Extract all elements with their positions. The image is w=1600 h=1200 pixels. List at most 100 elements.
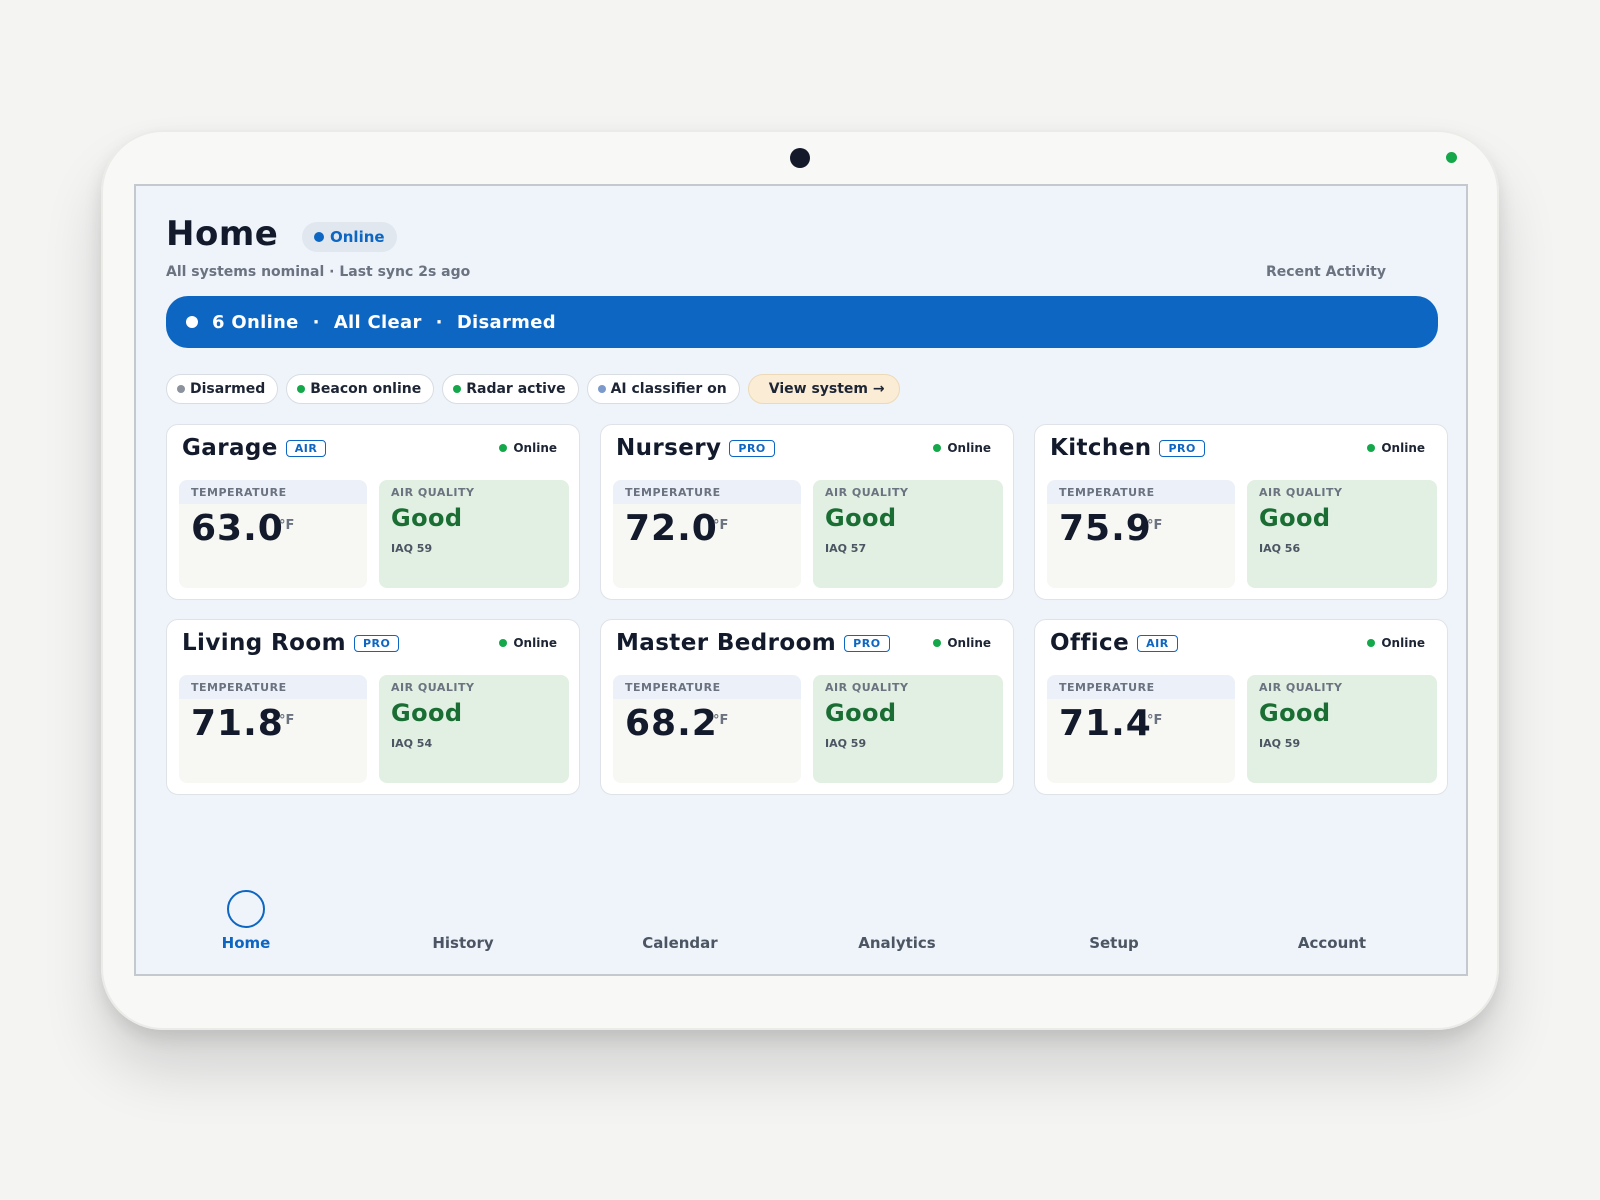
room-status: Online [1367, 636, 1425, 650]
air-quality-label: AIR QUALITY [825, 486, 909, 499]
room-status: Online [933, 441, 991, 455]
temperature-header [1047, 480, 1235, 504]
temperature-unit: °F [1147, 713, 1163, 728]
room-status-label: Online [513, 441, 557, 455]
iaq-value: IAQ 56 [1259, 542, 1301, 555]
nav-label: Home [221, 934, 271, 952]
online-dot-icon [499, 444, 508, 452]
banner-dot-icon [186, 316, 198, 328]
banner-mode: Disarmed [456, 311, 556, 333]
nav-history[interactable]: History [353, 886, 573, 974]
tier-badge: AIR [1137, 634, 1178, 652]
air-quality-label: AIR QUALITY [391, 486, 475, 499]
temperature-panel: TEMPERATURE 75.9 °F [1047, 480, 1235, 588]
nav-account[interactable]: Account [1222, 886, 1442, 974]
air-quality-label: AIR QUALITY [825, 681, 909, 694]
nav-label: Calendar [642, 934, 718, 952]
temperature-value: 68.2 [625, 703, 718, 744]
analytics-icon [878, 890, 916, 928]
room-card-nursery[interactable]: Nursery PRO Online TEMPERATURE 72.0 °F A… [600, 424, 1014, 600]
nav-analytics[interactable]: Analytics [787, 886, 1007, 974]
temperature-header [1047, 675, 1235, 699]
air-quality-panel: AIR QUALITY Good IAQ 54 [379, 675, 569, 783]
temperature-label: TEMPERATURE [625, 681, 721, 694]
air-quality-panel: AIR QUALITY Good IAQ 57 [813, 480, 1003, 588]
temperature-header [179, 675, 367, 699]
room-card-master-bedroom[interactable]: Master Bedroom PRO Online TEMPERATURE 68… [600, 619, 1014, 795]
temperature-header [179, 480, 367, 504]
chip-radar[interactable]: Radar active [442, 374, 579, 404]
status-badge: Online [302, 222, 397, 252]
room-card-office[interactable]: Office AIR Online TEMPERATURE 71.4 °F AI… [1034, 619, 1448, 795]
chip-ai-classifier[interactable]: AI classifier on [586, 374, 740, 404]
temperature-label: TEMPERATURE [191, 681, 287, 694]
nav-label: Analytics [858, 934, 936, 952]
temperature-label: TEMPERATURE [191, 486, 287, 499]
tier-badge: PRO [1159, 439, 1205, 457]
temperature-unit: °F [713, 518, 729, 533]
nav-label: History [432, 934, 494, 952]
temperature-unit: °F [279, 518, 295, 533]
room-name: Kitchen [1050, 435, 1152, 461]
chip-label: Radar active [466, 381, 566, 397]
air-quality-panel: AIR QUALITY Good IAQ 59 [813, 675, 1003, 783]
room-status: Online [933, 636, 991, 650]
nav-calendar[interactable]: Calendar [570, 886, 790, 974]
air-quality-panel: AIR QUALITY Good IAQ 56 [1247, 480, 1437, 588]
temperature-value: 72.0 [625, 508, 718, 549]
recent-activity-link[interactable]: Recent Activity [1266, 264, 1386, 280]
chip-disarmed[interactable]: Disarmed [166, 374, 279, 404]
nav-setup[interactable]: Setup [1004, 886, 1224, 974]
online-dot-icon [1367, 639, 1376, 647]
temperature-value: 63.0 [191, 508, 284, 549]
room-status: Online [1367, 441, 1425, 455]
temperature-panel: TEMPERATURE 63.0 °F [179, 480, 367, 588]
online-dot-icon [1367, 444, 1376, 452]
online-dot-icon [933, 639, 942, 647]
air-quality-value: Good [825, 504, 897, 532]
room-name-row: Nursery PRO [616, 435, 775, 461]
status-banner[interactable]: 6 Online · All Clear · Disarmed [166, 296, 1438, 348]
status-badge-label: Online [330, 228, 385, 246]
room-name-row: Garage AIR [182, 435, 327, 461]
iaq-value: IAQ 54 [391, 737, 433, 750]
temperature-header [613, 675, 801, 699]
air-quality-value: Good [391, 504, 463, 532]
tier-badge: PRO [729, 439, 775, 457]
room-card-living-room[interactable]: Living Room PRO Online TEMPERATURE 71.8 … [166, 619, 580, 795]
page-title: Home [166, 214, 279, 254]
temperature-label: TEMPERATURE [1059, 681, 1155, 694]
system-subtitle: All systems nominal · Last sync 2s ago [166, 264, 471, 280]
nav-label: Setup [1089, 934, 1139, 952]
temperature-panel: TEMPERATURE 71.4 °F [1047, 675, 1235, 783]
temperature-unit: °F [713, 713, 729, 728]
screen: Home Online All systems nominal · Last s… [134, 184, 1468, 976]
bottom-nav: Home History Calendar Analytics Setup Ac… [136, 886, 1466, 974]
chip-label: AI classifier on [610, 381, 727, 397]
tier-badge: AIR [285, 439, 327, 457]
temperature-unit: °F [1147, 518, 1163, 533]
room-name: Garage [182, 435, 278, 461]
status-chips: Disarmed Beacon online Radar active AI c… [166, 374, 900, 404]
temperature-value: 71.4 [1059, 703, 1152, 744]
nav-home[interactable]: Home [136, 886, 356, 974]
room-status-label: Online [947, 636, 991, 650]
room-card-garage[interactable]: Garage AIR Online TEMPERATURE 63.0 °F AI… [166, 424, 580, 600]
account-icon [1313, 890, 1351, 928]
room-status-label: Online [1381, 636, 1425, 650]
camera-icon [790, 148, 810, 168]
room-card-kitchen[interactable]: Kitchen PRO Online TEMPERATURE 75.9 °F A… [1034, 424, 1448, 600]
room-status: Online [499, 636, 557, 650]
temperature-label: TEMPERATURE [1059, 486, 1155, 499]
room-name: Living Room [182, 630, 346, 656]
view-system-button[interactable]: View system → [747, 374, 900, 404]
chip-beacon[interactable]: Beacon online [286, 374, 435, 404]
power-led-icon [1446, 152, 1457, 163]
air-quality-value: Good [391, 699, 463, 727]
room-name: Master Bedroom [616, 630, 837, 656]
iaq-value: IAQ 59 [825, 737, 867, 750]
air-quality-label: AIR QUALITY [391, 681, 475, 694]
air-quality-panel: AIR QUALITY Good IAQ 59 [379, 480, 569, 588]
chip-dot-icon [297, 385, 306, 393]
tier-badge: PRO [844, 634, 890, 652]
